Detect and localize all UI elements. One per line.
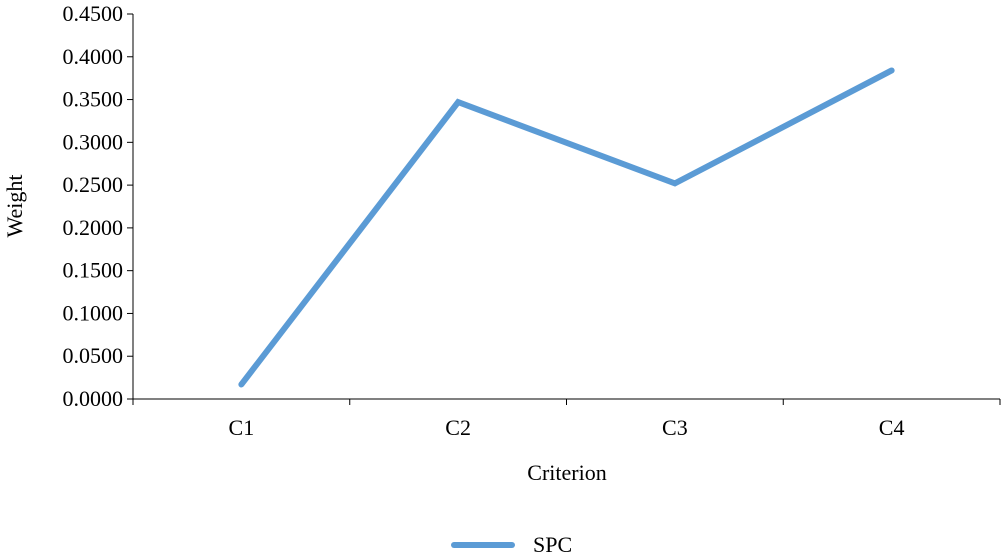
x-tick-label: C2 — [445, 415, 471, 440]
x-tick-label: C3 — [662, 415, 688, 440]
y-tick-label: 0.1500 — [63, 258, 124, 283]
series-line-spc — [238, 67, 895, 388]
legend-label-spc: SPC — [533, 532, 572, 557]
y-axis: 0.0000 0.0500 0.1000 0.1500 0.2000 0.2500 0.30… — [63, 1, 134, 411]
y-tick-label: 0.0500 — [63, 343, 124, 368]
series-layer — [238, 67, 895, 388]
y-tick-label: 0.3500 — [63, 87, 124, 112]
y-tick-label: 0.4000 — [63, 44, 124, 69]
y-tick-label: 0.4500 — [63, 1, 124, 26]
x-tick-label: C4 — [879, 415, 905, 440]
legend: SPC — [451, 532, 572, 557]
x-tick-label: C1 — [229, 415, 255, 440]
y-tick-label: 0.0000 — [63, 386, 124, 411]
y-tick-label: 0.2500 — [63, 172, 124, 197]
y-tick-label: 0.3000 — [63, 129, 124, 154]
y-tick-label: 0.2000 — [63, 215, 124, 240]
y-axis-title: Weight — [2, 175, 27, 238]
x-axis: C1 C2 C3 C4 — [132, 398, 1001, 440]
y-tick-label: 0.1000 — [63, 300, 124, 325]
x-axis-title: Criterion — [527, 460, 606, 485]
